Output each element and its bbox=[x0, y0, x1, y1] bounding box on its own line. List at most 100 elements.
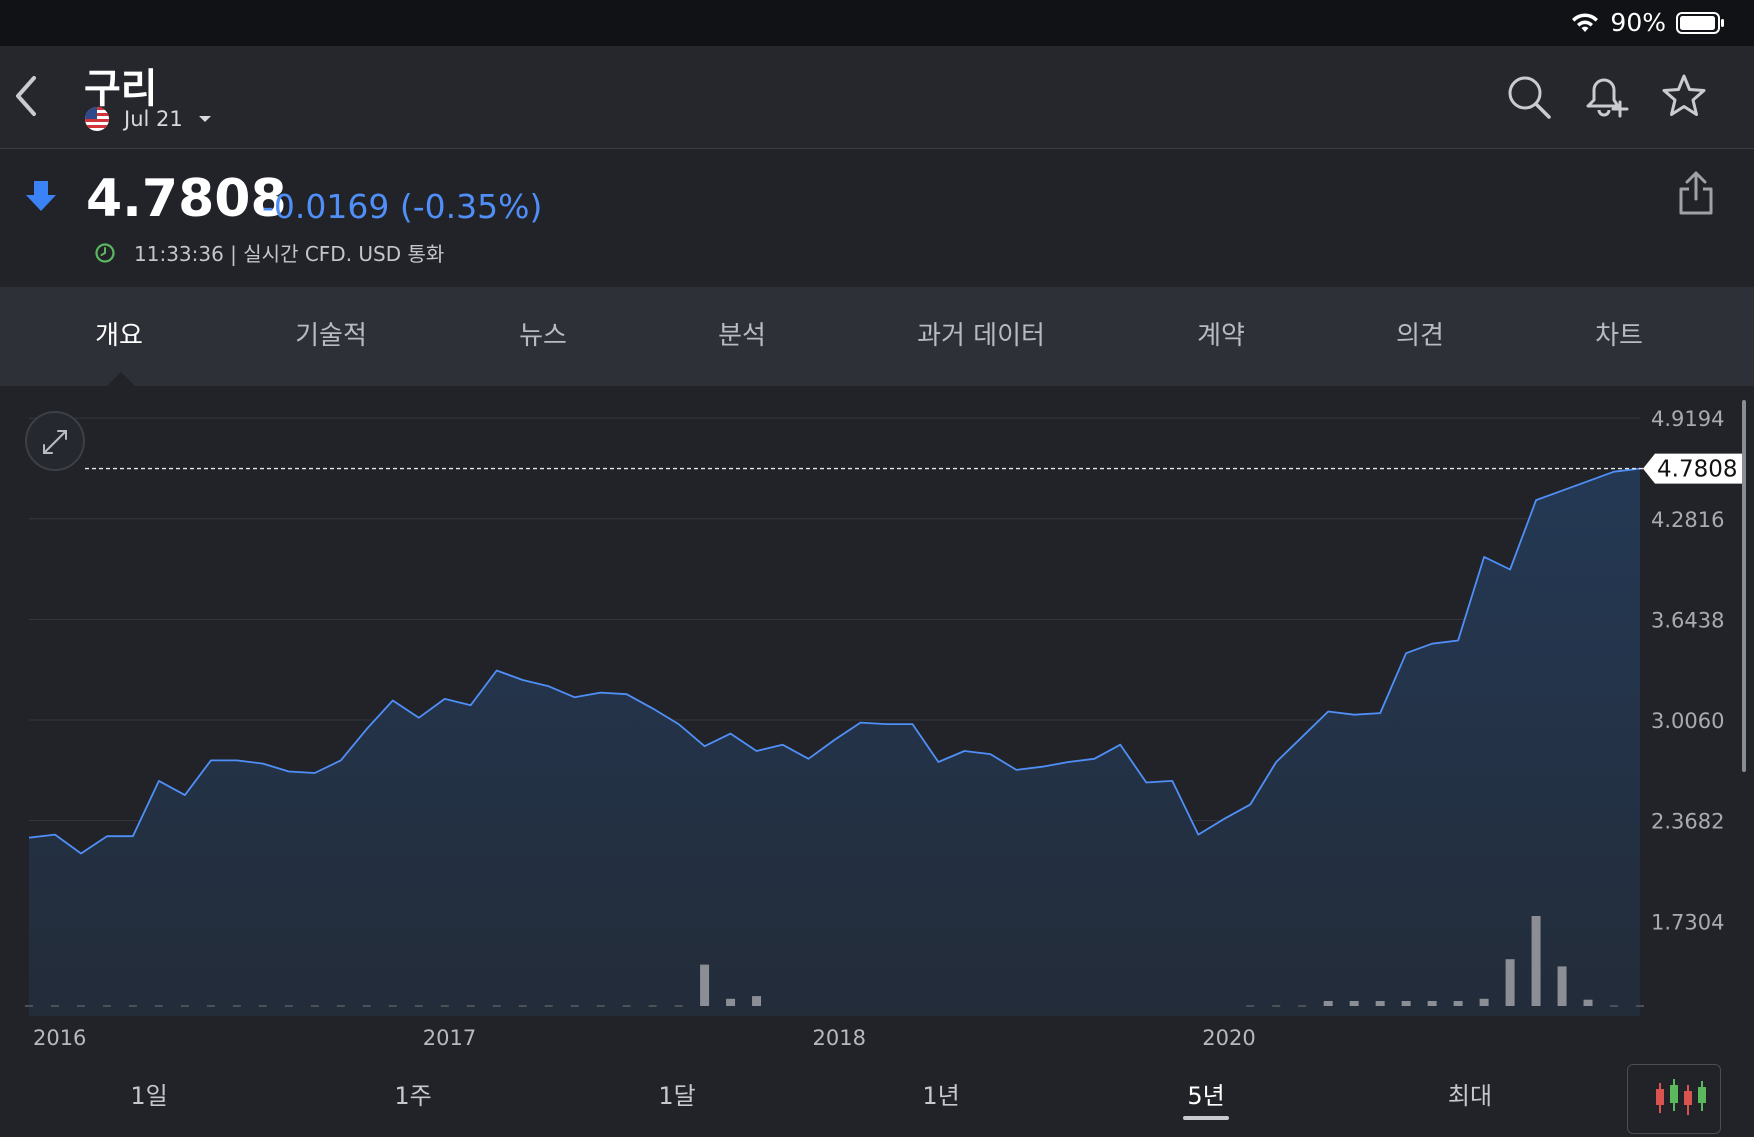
volume-bar bbox=[466, 1005, 475, 1007]
y-tick-label: 4.2816 bbox=[1651, 508, 1724, 532]
volume-bar bbox=[440, 1005, 449, 1007]
volume-bar bbox=[1636, 1005, 1644, 1007]
price-area bbox=[29, 468, 1640, 1017]
x-tick-label: 2017 bbox=[423, 1026, 476, 1046]
y-tick-label: 4.9194 bbox=[1651, 407, 1724, 431]
range-max[interactable]: 최대 bbox=[1447, 1082, 1493, 1110]
volume-bar bbox=[336, 1005, 345, 1007]
range-1w[interactable]: 1주 bbox=[394, 1082, 432, 1110]
tab-opinions[interactable]: 의견 bbox=[1396, 321, 1444, 351]
timestamp: 11:33:36 | 실시간 CFD. USD 통화 bbox=[134, 242, 445, 266]
expand-chart-button[interactable] bbox=[25, 411, 85, 471]
bell-plus-icon[interactable] bbox=[1582, 72, 1630, 120]
volume-bar bbox=[102, 1005, 111, 1007]
volume-bar bbox=[232, 1005, 241, 1007]
volume-bar bbox=[284, 1005, 293, 1007]
current-price-label: 4.7808 bbox=[1657, 457, 1737, 483]
volume-bar bbox=[76, 1005, 85, 1007]
y-tick-label: 2.3682 bbox=[1651, 810, 1724, 834]
battery-percent: 90% bbox=[1610, 8, 1666, 37]
volume-bar bbox=[700, 964, 710, 1006]
volume-bar bbox=[726, 998, 736, 1006]
instrument-title: 구리 bbox=[84, 66, 158, 112]
volume-bar bbox=[1531, 916, 1541, 1006]
last-price: 4.7808 bbox=[86, 169, 287, 229]
chart-type-button[interactable] bbox=[1627, 1064, 1721, 1134]
volume-bar bbox=[1557, 966, 1567, 1006]
tab-overview[interactable]: 개요 bbox=[95, 321, 143, 351]
section-tabs: 개요 기술적 뉴스 분석 과거 데이터 계약 의견 차트 bbox=[0, 287, 1754, 386]
volume-bar bbox=[154, 1005, 163, 1007]
clock-icon bbox=[95, 242, 115, 263]
contract-selector[interactable]: Jul 21 bbox=[84, 106, 213, 132]
back-icon[interactable] bbox=[12, 74, 42, 118]
volume-bar bbox=[1298, 1005, 1307, 1007]
price-change: -0.0169 (-0.35%) bbox=[262, 187, 543, 226]
candlestick-icon bbox=[1656, 1079, 1706, 1115]
price-chart-area: 4.9194 4.2816 3.6438 3.0060 2.3682 1.7304 201… bbox=[0, 386, 1754, 1050]
volume-bar bbox=[596, 1005, 605, 1007]
tab-technical[interactable]: 기술적 bbox=[295, 321, 367, 351]
x-tick-label: 2016 bbox=[33, 1026, 86, 1046]
volume-bar bbox=[25, 1005, 33, 1007]
instrument-header: 구리 Jul 21 bbox=[0, 46, 1754, 149]
star-icon[interactable] bbox=[1660, 72, 1708, 120]
volume-bar bbox=[362, 1005, 371, 1007]
range-1y[interactable]: 1년 bbox=[922, 1082, 960, 1110]
battery-icon bbox=[1676, 11, 1724, 34]
price-line bbox=[28, 467, 1641, 855]
volume-bar bbox=[518, 1005, 527, 1007]
share-icon[interactable] bbox=[1676, 169, 1716, 217]
volume-bar bbox=[258, 1005, 267, 1007]
time-range-bar: 1일 1주 1달 1년 5년 최대 bbox=[0, 1046, 1754, 1134]
y-tick-label: 1.7304 bbox=[1651, 910, 1724, 934]
x-tick-label: 2020 bbox=[1202, 1026, 1255, 1046]
volume-bar bbox=[1479, 998, 1489, 1006]
volume-bar bbox=[1246, 1005, 1255, 1007]
volume-bar bbox=[492, 1005, 501, 1007]
active-range-indicator bbox=[1183, 1116, 1229, 1120]
volume-bar bbox=[674, 1005, 683, 1007]
volume-bar bbox=[648, 1005, 657, 1007]
volume-bar bbox=[128, 1005, 137, 1007]
tab-chart[interactable]: 차트 bbox=[1595, 321, 1643, 351]
search-icon[interactable] bbox=[1506, 74, 1552, 120]
quote-panel: 4.7808 -0.0169 (-0.35%) 11:33:36 | 실시간 C… bbox=[0, 149, 1754, 286]
range-1d[interactable]: 1일 bbox=[130, 1082, 168, 1110]
volume-bar bbox=[1349, 1001, 1359, 1006]
volume-bar bbox=[180, 1005, 189, 1007]
range-5y[interactable]: 5년 bbox=[1187, 1082, 1225, 1110]
volume-bar bbox=[50, 1005, 59, 1007]
tab-contracts[interactable]: 계약 bbox=[1197, 321, 1245, 351]
price-chart[interactable]: 4.9194 4.2816 3.6438 3.0060 2.3682 1.7304 201… bbox=[0, 386, 1754, 1050]
wifi-icon bbox=[1572, 12, 1599, 32]
volume-bar bbox=[388, 1005, 397, 1007]
range-1m[interactable]: 1달 bbox=[658, 1082, 696, 1110]
x-tick-label: 2018 bbox=[813, 1026, 866, 1046]
volume-bar bbox=[752, 996, 762, 1006]
y-tick-label: 3.0060 bbox=[1651, 709, 1724, 733]
tab-historical-data[interactable]: 과거 데이터 bbox=[917, 321, 1045, 351]
us-flag-icon bbox=[85, 107, 109, 131]
volume-bar bbox=[1610, 1005, 1619, 1007]
tab-analysis[interactable]: 분석 bbox=[718, 321, 766, 351]
volume-bar bbox=[1272, 1005, 1281, 1007]
active-tab-indicator bbox=[107, 372, 135, 386]
volume-bar bbox=[1427, 1001, 1437, 1006]
volume-bar bbox=[544, 1005, 553, 1007]
status-bar: 90% bbox=[0, 0, 1754, 46]
volume-bar bbox=[1583, 999, 1593, 1006]
tab-news[interactable]: 뉴스 bbox=[519, 321, 567, 351]
volume-bar bbox=[310, 1005, 319, 1007]
current-price-marker: 4.7808 bbox=[1643, 453, 1744, 484]
volume-bar bbox=[206, 1005, 215, 1007]
volume-bar bbox=[1453, 1001, 1463, 1006]
volume-bar bbox=[570, 1005, 579, 1007]
volume-bar bbox=[1375, 1001, 1385, 1006]
scrollbar-thumb[interactable] bbox=[1742, 400, 1746, 772]
chevron-down-icon bbox=[198, 116, 211, 122]
contract-label: Jul 21 bbox=[124, 107, 183, 131]
volume-bar bbox=[1323, 1001, 1333, 1006]
volume-bar bbox=[414, 1005, 423, 1007]
arrow-down-icon bbox=[26, 181, 56, 211]
